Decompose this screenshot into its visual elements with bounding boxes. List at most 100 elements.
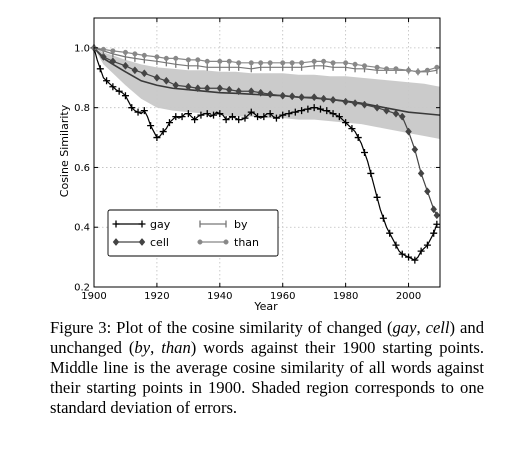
point-gay (210, 111, 218, 119)
point-cell (257, 88, 265, 97)
legend-label-gay: gay (150, 218, 171, 231)
caption-word-than: than (161, 338, 191, 357)
y-tick-label: 0.2 (74, 283, 90, 294)
point-than (280, 60, 286, 66)
point-than (185, 57, 191, 63)
point-cell (342, 97, 349, 106)
point-gay (121, 92, 129, 100)
point-gay (272, 114, 280, 122)
point-than (163, 55, 169, 61)
point-than (330, 60, 336, 66)
point-cell (109, 57, 117, 66)
legend-entry-cell: cell (112, 236, 169, 249)
series-layer (90, 43, 441, 264)
legend-entry-gay: gay (112, 218, 171, 231)
point-than (110, 48, 116, 54)
point-gay (254, 113, 262, 121)
point-gay (172, 113, 180, 121)
legend-marker-gay (112, 220, 120, 228)
caption-word-by: by (134, 338, 151, 357)
legend-marker-gay (138, 220, 146, 228)
point-gay (247, 108, 255, 116)
point-cell (122, 61, 129, 70)
legend-marker-than (197, 239, 203, 245)
point-gay (103, 77, 111, 85)
point-than (361, 63, 368, 69)
legend-label-than: than (234, 236, 259, 249)
point-gay (298, 107, 306, 115)
point-gay (367, 169, 375, 177)
point-gay (147, 122, 155, 130)
caption-middle: ) and unchanged ( (50, 318, 484, 357)
x-tick-label: 1940 (207, 291, 232, 302)
x-tick-label: 1920 (144, 291, 169, 302)
point-cell (411, 145, 419, 154)
point-gay (134, 108, 142, 116)
point-than (122, 49, 129, 55)
point-gay (165, 119, 173, 127)
figure: 1900 1920 1940 1960 1980 2000 0.2 0.4 0.6 0.8 1.0 … (58, 17, 441, 313)
point-cell (424, 187, 431, 196)
point-gay (140, 107, 148, 115)
point-gay (348, 125, 356, 133)
point-gay (433, 220, 441, 228)
x-axis-label: Year (253, 300, 278, 313)
point-gay (354, 134, 362, 142)
point-gay (184, 110, 192, 118)
point-than (195, 57, 201, 63)
point-cell (194, 84, 202, 93)
point-than (374, 64, 380, 70)
point-gay (159, 128, 167, 136)
point-gay (392, 241, 400, 249)
point-cell (288, 92, 296, 101)
point-gay (310, 104, 318, 112)
point-gay (197, 111, 205, 119)
point-gay (361, 149, 369, 156)
point-cell (172, 81, 180, 90)
point-cell (203, 84, 211, 93)
point-cell (100, 52, 107, 61)
legend-entry-by: by (199, 218, 248, 231)
point-cell (279, 91, 287, 100)
point-than (226, 58, 232, 64)
point-gay (405, 253, 413, 261)
caption-word-cell: cell (425, 318, 450, 337)
point-than (434, 64, 440, 70)
point-cell (298, 93, 305, 102)
point-gay (316, 105, 324, 113)
point-cell (141, 69, 148, 78)
point-gay (417, 247, 425, 255)
point-than (173, 55, 179, 61)
legend-entry-than: than (197, 236, 259, 249)
y-axis-label: Cosine Similarity (58, 104, 71, 197)
point-cell (235, 87, 243, 96)
point-than (383, 66, 390, 72)
axes (93, 17, 441, 288)
point-gay (304, 105, 312, 113)
series-line-than (93, 47, 438, 73)
point-gay (203, 110, 211, 118)
point-cell (417, 169, 425, 178)
point-gay (386, 229, 394, 237)
point-than (289, 60, 295, 66)
series-than (91, 45, 440, 75)
point-gay (266, 110, 274, 118)
caption-suffix: ) words against their 1900 starting poin… (50, 338, 484, 417)
series-by (93, 44, 438, 76)
point-gay (373, 193, 381, 201)
legend-label-by: by (234, 218, 248, 231)
point-gay (228, 113, 236, 121)
point-than (141, 52, 147, 58)
point-cell (430, 205, 438, 214)
point-cell (320, 94, 327, 103)
y-tick-label: 1.0 (74, 43, 90, 54)
point-gay (398, 250, 406, 258)
caption-separator: , (416, 318, 426, 337)
tick-labels: 1900 1920 1940 1960 1980 2000 0.2 0.4 0.6 0.8 1.0 (74, 43, 421, 302)
point-cell (433, 211, 441, 220)
point-cell (351, 99, 359, 108)
point-cell (361, 100, 368, 109)
point-cell (310, 93, 318, 102)
point-than (217, 58, 223, 64)
x-tick-label: 1900 (81, 291, 106, 302)
